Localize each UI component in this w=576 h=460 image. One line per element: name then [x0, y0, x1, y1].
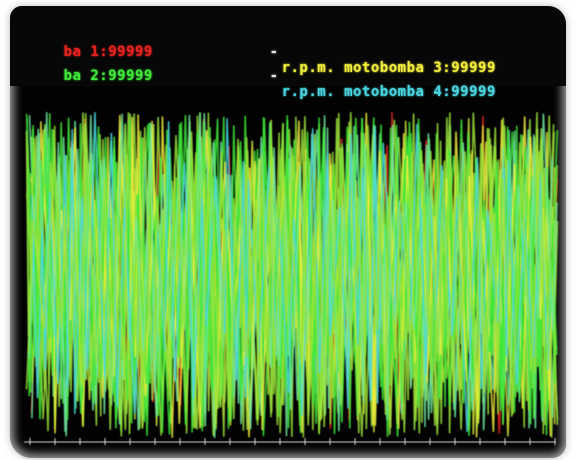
legend-dash: - [269, 68, 279, 84]
series-trace [31, 112, 554, 433]
x-axis [24, 438, 556, 445]
legend-motobomba-2-text: ba 2:99999 [63, 68, 153, 84]
legend-motobomba-1-text: ba 1:99999 [63, 44, 153, 60]
legend-colon: : [442, 60, 452, 76]
rpm-plot-svg [24, 112, 559, 445]
legend-bar: ba 1:99999 ba 2:99999 - r.p.m. motobomba… [10, 6, 566, 100]
legend-motobomba-4-label: r.p.m. motobomba 4 [281, 84, 443, 100]
legend-motobomba-4-value: 99999 [451, 84, 496, 100]
legend-motobomba-2: ba 2:99999 [10, 52, 153, 100]
legend-motobomba-3-value: 99999 [451, 60, 496, 76]
series-traces [25, 112, 559, 439]
legend-motobomba-4: - r.p.m. motobomba 4:99999 [216, 52, 496, 116]
legend-motobomba-3: - r.p.m. motobomba 3:99999 [216, 28, 496, 92]
rpm-monitor-screen: ba 1:99999 ba 2:99999 - r.p.m. motobomba… [10, 6, 566, 458]
legend-dash: - [269, 44, 279, 60]
legend-motobomba-1: ba 1:99999 [10, 28, 153, 76]
rpm-plot [10, 86, 566, 458]
series-trace [27, 113, 555, 430]
legend-colon: : [442, 84, 452, 100]
legend-motobomba-3-label: r.p.m. motobomba 3 [281, 60, 443, 76]
series-trace [30, 112, 552, 438]
